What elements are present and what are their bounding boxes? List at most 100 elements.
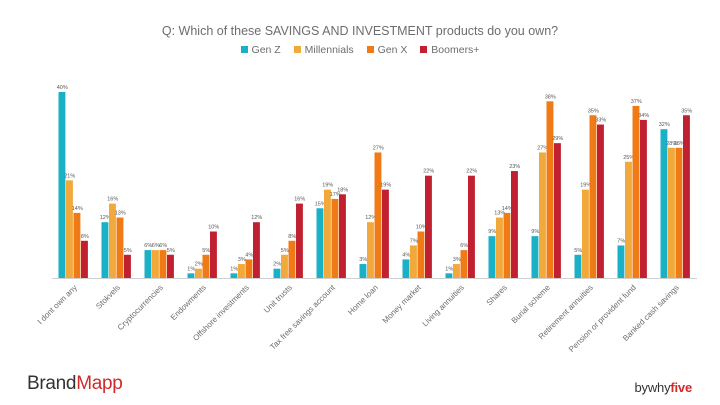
bar (152, 250, 159, 278)
legend-label: Gen X (377, 44, 408, 56)
legend-item-gen-x: Gen X (366, 44, 408, 56)
data-label: 22% (423, 169, 434, 175)
logo-text-bywhy: bywhy (634, 380, 671, 395)
bar (281, 254, 288, 278)
bar (625, 161, 632, 278)
bar (683, 115, 690, 278)
legend-item-millennials: Millennials (293, 44, 354, 56)
data-label: 1% (445, 266, 453, 272)
data-label: 2% (273, 262, 281, 268)
data-label: 19% (580, 183, 591, 189)
bar (675, 147, 683, 278)
bar (124, 254, 131, 278)
x-tick-label: Shares (485, 283, 509, 307)
bar (288, 240, 296, 278)
legend-label: Gen Z (251, 44, 281, 56)
data-label: 35% (681, 108, 692, 114)
bar (187, 273, 195, 278)
bar (81, 240, 88, 278)
logo-text-mapp: Mapp (76, 373, 123, 394)
data-label: 37% (631, 99, 642, 105)
bar (402, 259, 410, 278)
data-label: 10% (208, 225, 219, 231)
data-label: 7% (617, 238, 625, 244)
x-tick-label: Endowments (169, 283, 208, 322)
bar (374, 152, 382, 278)
bar (66, 180, 73, 278)
data-label: 4% (245, 252, 253, 258)
data-label: 8% (81, 234, 89, 240)
chart-title: Q: Which of these SAVINGS AND INVESTMENT… (161, 24, 559, 38)
bar (597, 124, 604, 278)
x-tick-label: Stokvels (94, 283, 122, 311)
bar (210, 231, 217, 278)
data-label: 13% (494, 211, 505, 217)
bar (109, 203, 116, 278)
bar (582, 189, 589, 278)
data-label: 32% (659, 122, 670, 128)
data-label: 2% (195, 262, 203, 268)
x-tick-label: Burial scheme (510, 283, 553, 326)
bar (453, 264, 460, 278)
bar (316, 208, 324, 278)
bar (245, 259, 253, 278)
bar (202, 254, 210, 278)
data-label: 27% (373, 145, 384, 151)
data-label: 21% (64, 173, 75, 179)
bar (589, 115, 597, 278)
data-label: 23% (509, 164, 520, 170)
data-label: 12% (251, 215, 262, 221)
data-label: 1% (187, 266, 195, 272)
data-label: 33% (595, 118, 606, 124)
data-label: 10% (416, 225, 427, 231)
data-label: 1% (230, 266, 238, 272)
data-label: 15% (315, 201, 326, 207)
data-label: 35% (588, 108, 599, 114)
data-label: 17% (330, 192, 341, 198)
data-label: 3% (453, 257, 461, 263)
bar (58, 92, 66, 278)
data-label: 40% (57, 85, 68, 91)
bar (445, 273, 453, 278)
bar (531, 236, 539, 278)
legend-swatch (293, 46, 301, 53)
bar (382, 189, 389, 278)
data-label: 5% (167, 248, 175, 254)
data-label: 5% (574, 248, 582, 254)
x-tick-label: Cryptocurrencies (116, 283, 165, 332)
bar (632, 105, 640, 278)
bar (511, 171, 518, 278)
bar (460, 250, 468, 278)
data-label: 18% (337, 187, 348, 193)
chart-legend: Gen Z Millennials Gen X Boomers+ (0, 44, 720, 56)
data-label: 12% (365, 215, 376, 221)
bar (331, 198, 339, 278)
bar (617, 245, 625, 278)
legend-swatch (420, 46, 428, 53)
data-label: 4% (402, 252, 410, 258)
data-label: 9% (531, 229, 539, 235)
legend-swatch (366, 46, 374, 53)
bar (73, 212, 81, 278)
data-label: 19% (380, 183, 391, 189)
bar (195, 268, 202, 278)
data-label: 34% (638, 113, 649, 119)
data-label: 9% (488, 229, 496, 235)
bar (359, 264, 367, 278)
bar (324, 189, 331, 278)
bywhyfive-logo: bywhyfive (634, 380, 693, 395)
data-label: 13% (115, 211, 126, 217)
data-label: 7% (410, 238, 418, 244)
data-label: 14% (502, 206, 513, 212)
data-label: 16% (294, 197, 305, 203)
bar (496, 217, 503, 278)
bar (668, 147, 675, 278)
legend-item-boomers: Boomers+ (420, 44, 479, 56)
legend-label: Millennials (304, 44, 354, 56)
bar (640, 119, 647, 279)
bar (296, 203, 303, 278)
bar (546, 101, 554, 278)
bar (159, 250, 167, 278)
bar (101, 222, 109, 278)
